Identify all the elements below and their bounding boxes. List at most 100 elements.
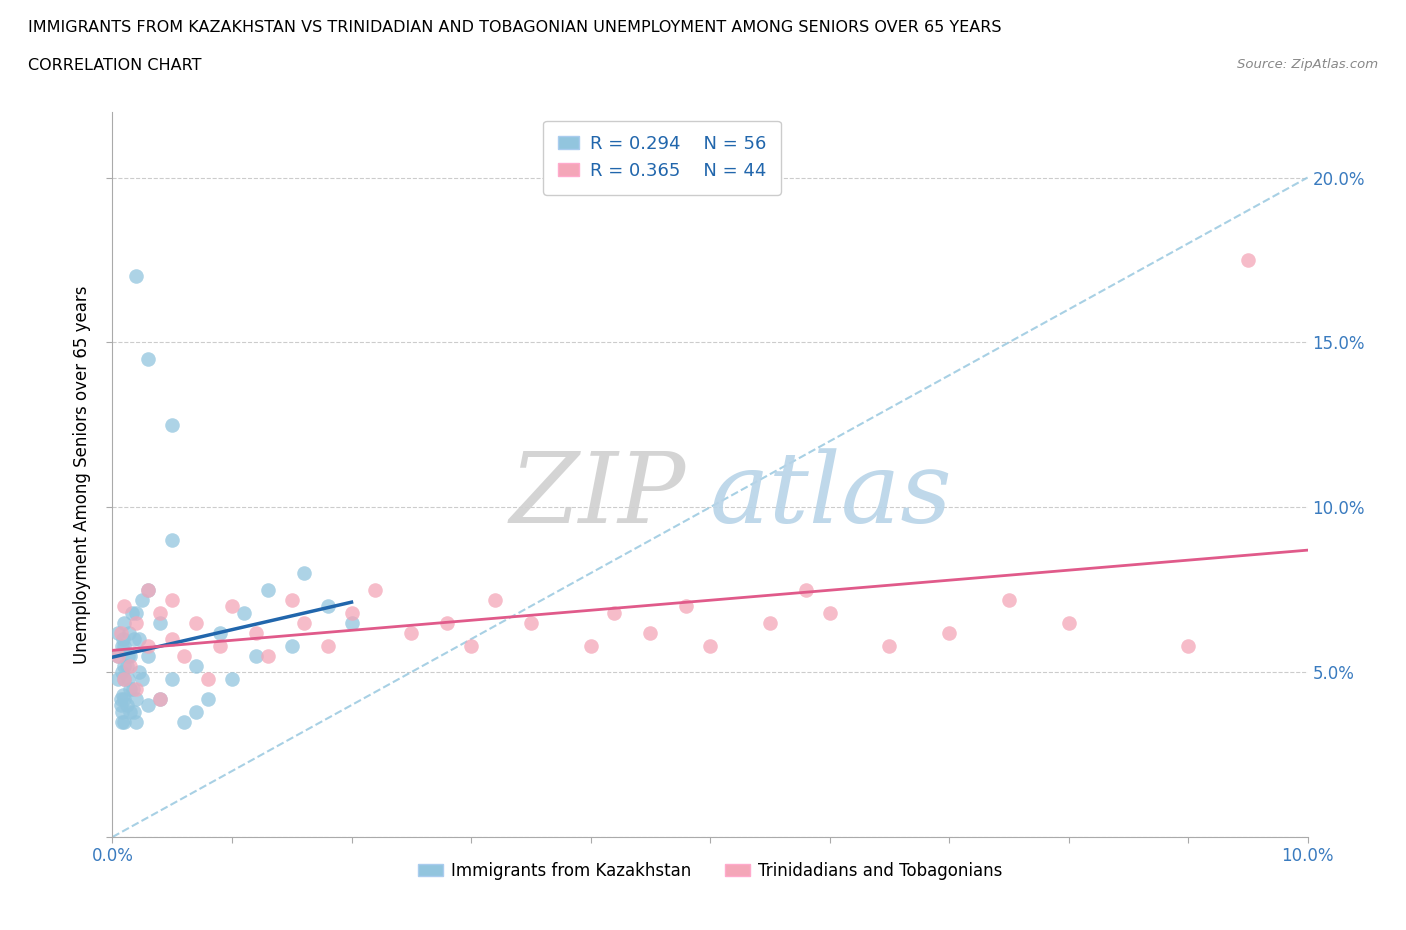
Y-axis label: Unemployment Among Seniors over 65 years: Unemployment Among Seniors over 65 years bbox=[73, 286, 91, 663]
Point bbox=[998, 592, 1021, 607]
Point bbox=[759, 616, 782, 631]
Point bbox=[107, 625, 129, 640]
Point bbox=[114, 671, 135, 686]
Point bbox=[111, 704, 134, 719]
Point bbox=[138, 582, 160, 597]
Text: IMMIGRANTS FROM KAZAKHSTAN VS TRINIDADIAN AND TOBAGONIAN UNEMPLOYMENT AMONG SENI: IMMIGRANTS FROM KAZAKHSTAN VS TRINIDADIA… bbox=[28, 20, 1001, 35]
Point bbox=[186, 704, 208, 719]
Point bbox=[221, 671, 243, 686]
Point bbox=[120, 648, 142, 663]
Point bbox=[675, 599, 697, 614]
Point bbox=[107, 671, 129, 686]
Point bbox=[138, 648, 160, 663]
Point bbox=[173, 648, 195, 663]
Point bbox=[281, 592, 304, 607]
Point bbox=[114, 671, 135, 686]
Point bbox=[209, 625, 232, 640]
Point bbox=[117, 648, 139, 663]
Point bbox=[162, 418, 183, 432]
Point bbox=[122, 704, 145, 719]
Point bbox=[401, 625, 423, 640]
Point bbox=[221, 599, 243, 614]
Point bbox=[186, 658, 208, 673]
Point bbox=[114, 691, 135, 706]
Point bbox=[114, 599, 135, 614]
Point bbox=[112, 688, 135, 703]
Point bbox=[114, 616, 135, 631]
Point bbox=[281, 638, 304, 653]
Point bbox=[110, 625, 132, 640]
Point bbox=[257, 648, 280, 663]
Point bbox=[460, 638, 482, 653]
Point bbox=[107, 648, 129, 663]
Point bbox=[162, 671, 183, 686]
Point bbox=[120, 681, 142, 696]
Point bbox=[117, 671, 139, 686]
Point bbox=[114, 638, 135, 653]
Point bbox=[162, 631, 183, 646]
Point bbox=[110, 698, 132, 712]
Point bbox=[128, 631, 150, 646]
Point bbox=[131, 671, 153, 686]
Point bbox=[120, 658, 142, 673]
Point bbox=[121, 681, 143, 696]
Point bbox=[245, 648, 267, 663]
Point bbox=[114, 714, 135, 729]
Point bbox=[149, 691, 172, 706]
Legend: Immigrants from Kazakhstan, Trinidadians and Tobagonians: Immigrants from Kazakhstan, Trinidadians… bbox=[411, 856, 1010, 886]
Point bbox=[149, 616, 172, 631]
Point bbox=[149, 605, 172, 620]
Text: atlas: atlas bbox=[710, 448, 953, 544]
Point bbox=[111, 714, 134, 729]
Point bbox=[121, 605, 143, 620]
Point bbox=[138, 638, 160, 653]
Point bbox=[110, 691, 132, 706]
Point bbox=[111, 665, 134, 680]
Text: CORRELATION CHART: CORRELATION CHART bbox=[28, 58, 201, 73]
Point bbox=[292, 616, 315, 631]
Point bbox=[125, 691, 148, 706]
Point bbox=[118, 625, 141, 640]
Point bbox=[115, 658, 138, 673]
Point bbox=[520, 616, 543, 631]
Point bbox=[316, 599, 339, 614]
Point bbox=[640, 625, 662, 640]
Point bbox=[879, 638, 901, 653]
Point bbox=[162, 533, 183, 548]
Point bbox=[209, 638, 232, 653]
Point bbox=[173, 714, 195, 729]
Point bbox=[197, 691, 219, 706]
Point bbox=[107, 648, 129, 663]
Point bbox=[197, 671, 219, 686]
Point bbox=[112, 631, 135, 646]
Point bbox=[1177, 638, 1199, 653]
Point bbox=[125, 681, 148, 696]
Point bbox=[138, 582, 160, 597]
Point bbox=[436, 616, 458, 631]
Point bbox=[1057, 616, 1080, 631]
Point bbox=[115, 698, 138, 712]
Point bbox=[579, 638, 602, 653]
Point bbox=[149, 691, 172, 706]
Point bbox=[699, 638, 721, 653]
Point bbox=[340, 616, 363, 631]
Point bbox=[340, 605, 363, 620]
Point bbox=[484, 592, 506, 607]
Point bbox=[818, 605, 841, 620]
Point bbox=[125, 616, 148, 631]
Point bbox=[364, 582, 387, 597]
Point bbox=[1237, 253, 1260, 268]
Point bbox=[138, 698, 160, 712]
Text: ZIP: ZIP bbox=[510, 448, 686, 544]
Text: Source: ZipAtlas.com: Source: ZipAtlas.com bbox=[1237, 58, 1378, 71]
Point bbox=[233, 605, 256, 620]
Point bbox=[122, 631, 145, 646]
Point bbox=[938, 625, 960, 640]
Point bbox=[257, 582, 280, 597]
Point bbox=[128, 665, 150, 680]
Point bbox=[316, 638, 339, 653]
Point bbox=[114, 658, 135, 673]
Point bbox=[794, 582, 817, 597]
Point bbox=[125, 714, 148, 729]
Point bbox=[125, 269, 148, 284]
